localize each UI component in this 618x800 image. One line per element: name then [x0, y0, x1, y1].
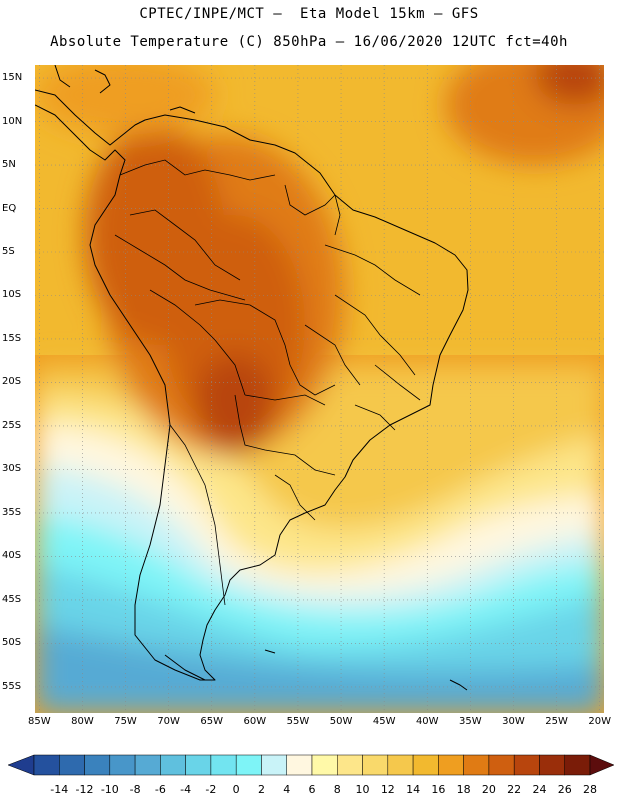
title-line-2: Absolute Temperature (C) 850hPa – 16/06/… — [50, 34, 568, 50]
lon-tick-label: 70W — [157, 716, 180, 727]
colorbar-cell — [235, 754, 262, 776]
colorbar-cell — [463, 754, 490, 776]
colorbar-cell — [185, 754, 212, 776]
colorbar-cell — [109, 754, 136, 776]
colorbar-label: 24 — [532, 783, 547, 796]
lat-tick-label: 45S — [2, 593, 22, 605]
lon-tick-label: 50W — [329, 716, 353, 727]
country-borders — [114, 159, 421, 606]
lon-tick-label: 35W — [459, 716, 482, 727]
lat-tick-label: 15N — [2, 72, 23, 84]
lat-tick-label: 55S — [2, 680, 22, 692]
colorbar-label: -6 — [154, 783, 166, 796]
colorbar-label: 10 — [355, 783, 370, 796]
colorbar-cell — [539, 754, 565, 776]
colorbar-cell — [160, 754, 186, 776]
map-canvas — [35, 65, 604, 713]
lat-tick-label: 10S — [2, 289, 22, 301]
colorbar-cell — [210, 754, 237, 776]
lon-tick-label: 80W — [71, 716, 94, 727]
lat-lon-grid — [35, 65, 604, 713]
lon-tick-label: 85W — [27, 716, 51, 727]
colorbar-label: 16 — [431, 783, 446, 796]
colorbar-high-arrow — [589, 754, 615, 776]
lat-tick-label: 20S — [2, 376, 22, 388]
colorbar-cell — [84, 754, 111, 776]
lon-tick-label: 65W — [200, 716, 224, 727]
colorbar-label: 26 — [557, 783, 572, 796]
colorbar-label: -10 — [100, 783, 119, 796]
colorbar-label: 20 — [481, 783, 496, 796]
colorbar-cell — [337, 754, 363, 776]
lat-tick-label: EQ — [2, 202, 17, 214]
lon-tick-label: 60W — [243, 716, 267, 727]
lon-tick-label: 30W — [502, 716, 525, 727]
temperature-field — [35, 65, 604, 713]
lat-tick-label: 40S — [2, 550, 22, 562]
lat-tick-label: 50S — [2, 637, 22, 649]
lat-tick-label: 35S — [2, 506, 22, 518]
colorbar-cell — [387, 754, 414, 776]
colorbar-label: 14 — [406, 783, 421, 796]
colorbar-label: 18 — [456, 783, 471, 796]
colorbar — [7, 754, 615, 776]
lat-tick-label: 15S — [2, 332, 22, 344]
title-line-1: CPTEC/INPE/MCT – Eta Model 15km – GFS — [139, 6, 479, 22]
colorbar-cell — [134, 754, 161, 776]
temperature-map — [35, 65, 604, 713]
colorbar-label: -8 — [129, 783, 141, 796]
colorbar-label: -2 — [205, 783, 217, 796]
colorbar-label: 22 — [507, 783, 522, 796]
coastlines — [35, 65, 469, 691]
colorbar-cell — [513, 754, 540, 776]
lon-tick-label: 20W — [588, 716, 611, 727]
colorbar-cell — [286, 754, 313, 776]
colorbar-label: -12 — [75, 783, 94, 796]
lat-tick-label: 30S — [2, 463, 22, 475]
colorbar-label: -4 — [180, 783, 192, 796]
colorbar-cell — [59, 754, 85, 776]
colorbar-cell — [412, 754, 439, 776]
colorbar-cell — [311, 754, 338, 776]
lat-tick-label: 5S — [2, 246, 15, 257]
lat-tick-label: 25S — [2, 419, 22, 431]
colorbar-label: -14 — [50, 783, 69, 796]
lon-tick-label: 25W — [545, 716, 568, 727]
colorbar-label: 0 — [232, 783, 240, 796]
colorbar-cell — [362, 754, 389, 776]
lon-tick-label: 45W — [372, 716, 396, 727]
lon-tick-label: 75W — [114, 716, 137, 727]
colorbar-label: 12 — [380, 783, 395, 796]
colorbar-low-arrow — [7, 754, 35, 776]
colorbar-label: 28 — [583, 783, 597, 796]
lon-tick-label: 55W — [286, 716, 310, 727]
colorbar-label: 2 — [257, 783, 265, 796]
lon-tick-label: 40W — [415, 716, 439, 727]
colorbar-label: 8 — [333, 783, 341, 796]
colorbar-cell — [33, 754, 60, 776]
colorbar-cell — [564, 754, 591, 776]
colorbar-cell — [438, 754, 464, 776]
lat-tick-label: 5N — [2, 159, 16, 171]
colorbar-label: 6 — [308, 783, 316, 796]
lat-tick-label: 10N — [2, 115, 23, 127]
colorbar-cell — [261, 754, 287, 776]
colorbar-label: 4 — [283, 783, 291, 796]
colorbar-cell — [488, 754, 515, 776]
